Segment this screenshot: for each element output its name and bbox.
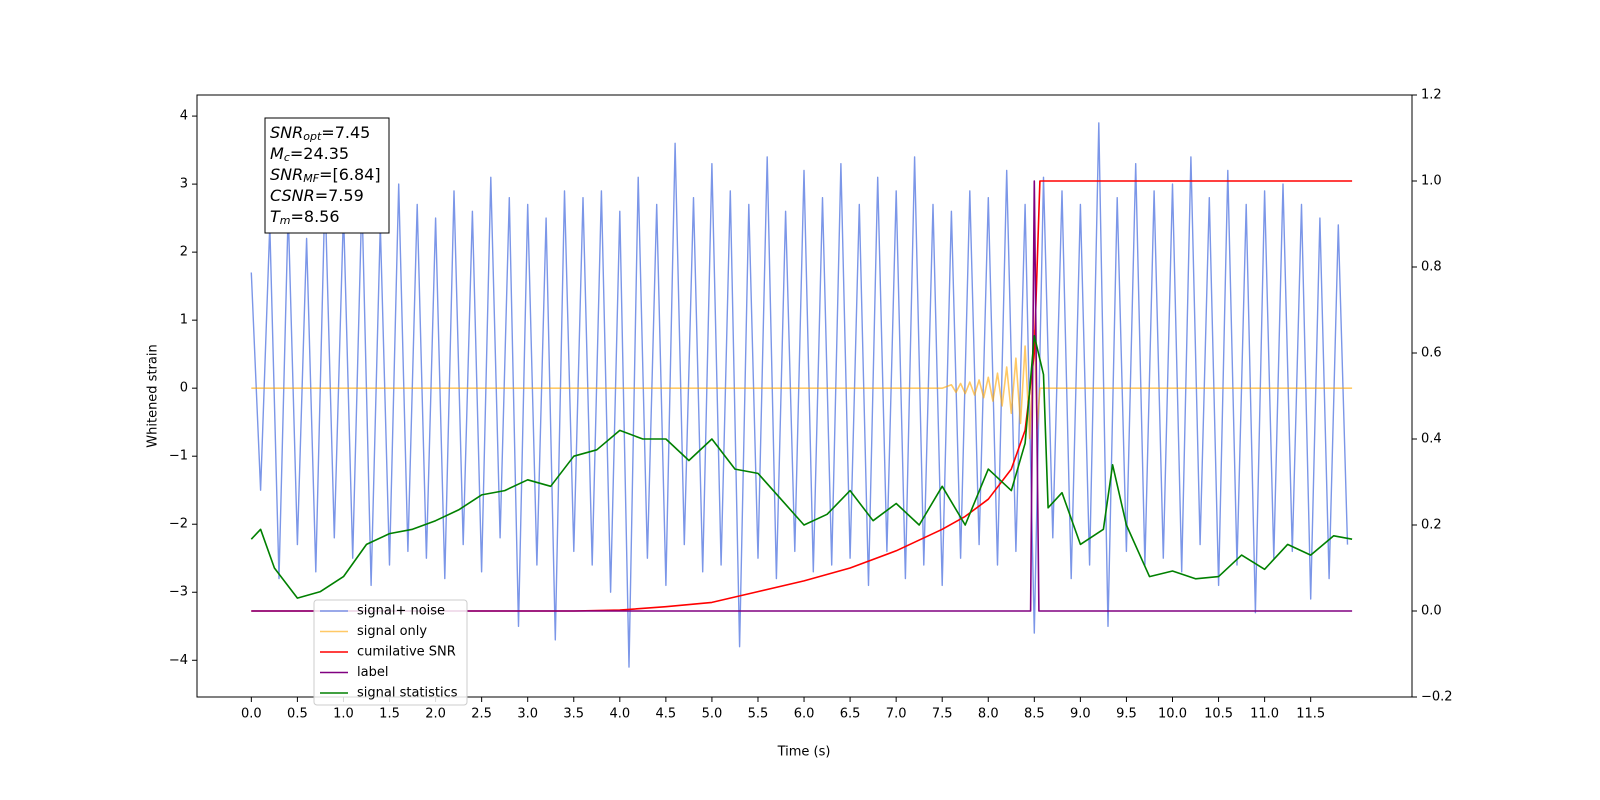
- annotation-symbol: SNR: [270, 123, 303, 142]
- annotation-value: =7.59: [315, 186, 364, 205]
- annotation-subscript: m: [280, 214, 291, 227]
- x-tick-label: 3.5: [563, 707, 584, 722]
- y-tick-label: 4: [180, 109, 188, 124]
- series-line: [250, 335, 1353, 599]
- x-tick-label: 10.0: [1158, 707, 1187, 722]
- x-tick-label: 7.0: [886, 707, 907, 722]
- annotation-frame: [264, 117, 390, 234]
- x-tick-label: 1.5: [379, 707, 400, 722]
- annotation: SNRopt=7.45: [270, 123, 370, 144]
- x-tick-label: 9.5: [1116, 707, 1137, 722]
- annotation-symbol: CSNR: [270, 186, 315, 205]
- y-tick-label: 2: [180, 245, 188, 260]
- x-tick-label: 0.0: [241, 707, 262, 722]
- y2-tick-label: 0.0: [1421, 604, 1442, 619]
- x-tick-label: 2.0: [425, 707, 446, 722]
- legend-label: label: [357, 665, 388, 680]
- x-tick-label: 7.5: [932, 707, 953, 722]
- annotation-value: =24.35: [290, 144, 349, 163]
- annotation-subscript: opt: [303, 130, 322, 143]
- y2-tick-label: 0.2: [1421, 518, 1442, 533]
- x-tick-label: 1.0: [333, 707, 354, 722]
- series-line: [251, 329, 1353, 440]
- x-tick-label: 10.5: [1204, 707, 1233, 722]
- annotation-symbol: T: [270, 207, 281, 226]
- x-tick-label: 9.0: [1070, 707, 1091, 722]
- annotation-box: SNRopt=7.45Mc=24.35SNRMF=[6.84]CSNR=7.59…: [264, 117, 390, 234]
- x-tick-label: 8.0: [978, 707, 999, 722]
- series-line: [251, 180, 1353, 612]
- annotation-value: =[6.84]: [319, 165, 381, 184]
- y-tick-label: −4: [169, 653, 188, 668]
- annotation-value: =7.45: [321, 123, 370, 142]
- legend-label: signal+ noise: [357, 604, 445, 619]
- y-tick-label: 0: [180, 381, 188, 396]
- annotation-symbol: M: [270, 144, 284, 163]
- x-tick-label: 8.5: [1024, 707, 1045, 722]
- x-tick-label: 6.5: [840, 707, 861, 722]
- x-tick-label: 4.0: [609, 707, 630, 722]
- x-tick-label: 3.0: [517, 707, 538, 722]
- annotation: SNRMF=[6.84]: [270, 165, 381, 186]
- x-tick-label: 5.5: [748, 707, 769, 722]
- legend-label: cumilative SNR: [357, 645, 456, 660]
- annotation-subscript: c: [284, 151, 290, 164]
- annotation: Mc=24.35: [270, 144, 349, 165]
- y-tick-label: −2: [169, 517, 188, 532]
- y2-tick-label: 0.6: [1421, 346, 1442, 361]
- annotation: Tm=8.56: [270, 207, 340, 228]
- x-tick-label: 6.0: [794, 707, 815, 722]
- x-tick-label: 5.0: [702, 707, 723, 722]
- x-tick-label: 4.5: [656, 707, 677, 722]
- annotation-subscript: MF: [303, 172, 319, 185]
- x-axis-label: Time (s): [777, 745, 831, 760]
- legend-frame: [313, 599, 468, 706]
- y2-tick-label: 1.2: [1421, 88, 1442, 103]
- legend: signal+ noise signal only cumilative SNR la…: [313, 599, 468, 706]
- y-tick-label: 3: [180, 177, 188, 192]
- x-tick-label: 0.5: [287, 707, 308, 722]
- y2-tick-label: −0.2: [1421, 690, 1453, 705]
- y-tick-label: 1: [180, 313, 188, 328]
- annotation-symbol: SNR: [270, 165, 303, 184]
- y-axis-label: Whitened strain: [146, 344, 161, 447]
- x-tick-label: 2.5: [471, 707, 492, 722]
- x-tick-label: 11.5: [1296, 707, 1325, 722]
- y-tick-label: −1: [169, 449, 188, 464]
- x-tick-label: 11.0: [1250, 707, 1279, 722]
- y2-tick-label: 1.0: [1421, 174, 1442, 189]
- y-tick-label: −3: [169, 585, 188, 600]
- series-line: [250, 122, 1349, 668]
- annotation: CSNR=7.59: [270, 186, 364, 205]
- y2-tick-label: 0.8: [1421, 260, 1442, 275]
- y2-tick-label: 0.4: [1421, 432, 1442, 447]
- annotation-value: =8.56: [291, 207, 340, 226]
- legend-label: signal statistics: [357, 686, 458, 701]
- legend-label: signal only: [357, 624, 427, 639]
